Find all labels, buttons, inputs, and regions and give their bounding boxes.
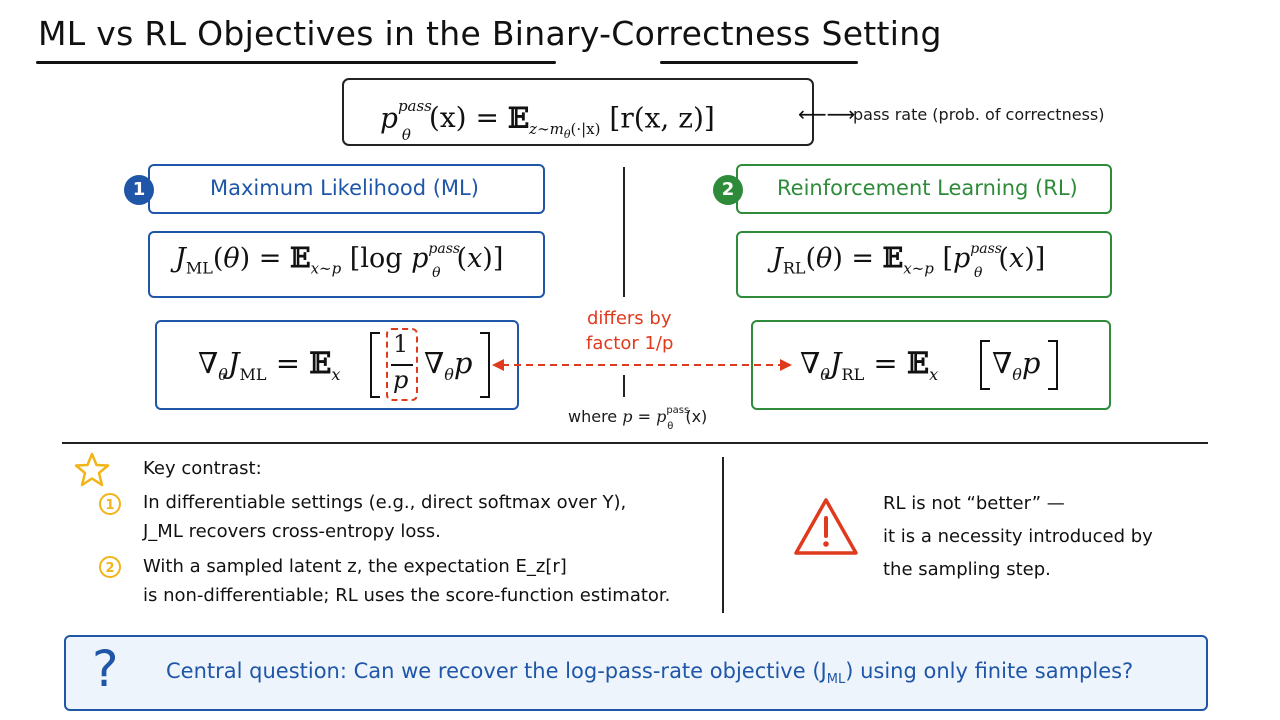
warning-line2: it is a necessity introduced by — [883, 526, 1153, 547]
key-contrast-item-1-line2: J_ML recovers cross-entropy loss. — [143, 521, 441, 542]
rl-gradient-formula: ∇θJRL = 𝔼x — [800, 346, 939, 384]
warning-icon — [794, 498, 858, 555]
bottom-divider — [722, 457, 724, 613]
ml-header-label: Maximum Likelihood (ML) — [210, 176, 479, 200]
key-contrast-item-2-badge: 2 — [99, 556, 121, 578]
star-icon — [74, 452, 110, 487]
ml-gradient-tail: ∇θp — [424, 346, 473, 384]
pass-rate-formula-box — [342, 78, 814, 146]
differs-label-line1: differs by — [587, 308, 672, 329]
center-divider-tick — [623, 375, 625, 397]
rl-gradient-bracket-right — [1048, 340, 1058, 390]
warning-line1: RL is not “better” — — [883, 493, 1065, 514]
title-underline-right — [660, 61, 858, 64]
question-icon: ? — [92, 640, 119, 698]
central-question-text: Central question: Can we recover the log… — [166, 659, 1134, 688]
page-title: ML vs RL Objectives in the Binary-Correc… — [38, 14, 942, 53]
title-underline-left — [36, 61, 556, 64]
pass-rate-formula: ppassθ(x) = 𝔼z∼mθ(·|x) [r(x, z)] — [380, 97, 715, 144]
fraction-bar — [391, 364, 413, 366]
key-contrast-item-1-line1: In differentiable settings (e.g., direct… — [143, 492, 627, 513]
ml-gradient-formula: ∇θJML = 𝔼x — [198, 346, 341, 384]
center-divider-top — [623, 167, 625, 297]
key-contrast-title: Key contrast: — [143, 458, 262, 479]
rl-gradient-box — [751, 320, 1111, 410]
fraction-denominator: p — [393, 366, 409, 394]
ml-gradient-bracket-right — [480, 332, 490, 398]
ml-gradient-bracket-left — [370, 332, 380, 398]
rl-objective-box — [736, 231, 1112, 298]
pass-rate-note: pass rate (prob. of correctness) — [853, 105, 1105, 124]
warning-line3: the sampling step. — [883, 559, 1051, 580]
key-contrast-item-2-line1: With a sampled latent z, the expectation… — [143, 556, 567, 577]
central-question-box — [64, 635, 1208, 711]
rl-header-label: Reinforcement Learning (RL) — [777, 176, 1078, 200]
rl-gradient-tail: ∇θp — [992, 346, 1041, 384]
where-p-note: where p = ppassθ(x) — [568, 404, 708, 433]
key-contrast-item-1-badge: 1 — [99, 493, 121, 515]
ml-objective-formula: JML(θ) = 𝔼x∼p [log ppassθ (x)] — [175, 241, 504, 282]
section-divider — [62, 442, 1208, 444]
one-over-p-highlight — [386, 328, 418, 401]
key-contrast-item-2-line2: is non-differentiable; RL uses the score… — [143, 585, 671, 606]
rl-number-badge: 2 — [713, 175, 743, 205]
rl-gradient-bracket-left — [980, 340, 990, 390]
differs-arrow — [492, 359, 792, 371]
rl-objective-formula: JRL(θ) = 𝔼x∼p [ppassθ (x)] — [772, 241, 1046, 282]
differs-label-line2: factor 1/p — [586, 333, 674, 354]
ml-objective-box — [148, 231, 545, 298]
fraction-numerator: 1 — [393, 330, 409, 358]
double-arrow-icon: ⟵⟶ — [798, 102, 856, 126]
ml-number-badge: 1 — [124, 175, 154, 205]
